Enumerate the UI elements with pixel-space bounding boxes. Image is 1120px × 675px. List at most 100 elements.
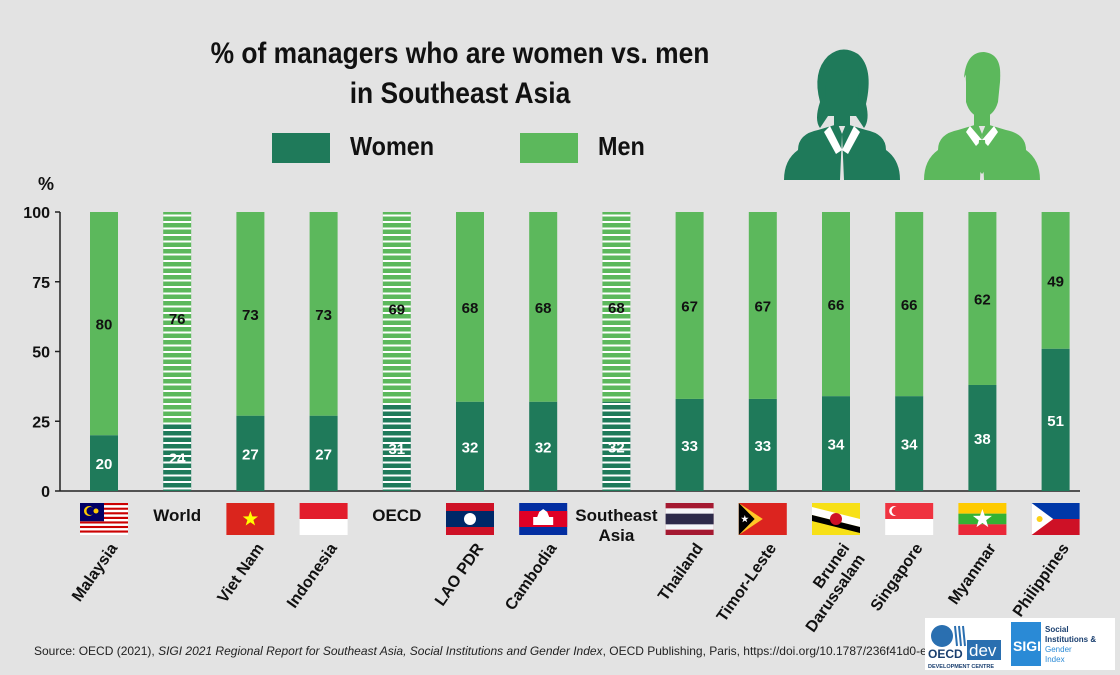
flag-icon	[519, 503, 568, 535]
bar-women	[90, 435, 118, 491]
legend-women-label: Women	[350, 131, 435, 161]
x-tick-label: World	[153, 506, 201, 525]
bar-men	[675, 212, 704, 399]
tie-icon	[977, 140, 987, 174]
bar-women	[748, 398, 777, 491]
bar-men	[895, 212, 924, 397]
flag-icon	[299, 503, 348, 535]
flag-icon	[958, 503, 1007, 535]
flag-icon	[80, 503, 128, 535]
data-label-men: 62	[974, 291, 991, 308]
data-label-men: 66	[901, 297, 918, 314]
bar-men	[748, 212, 777, 399]
data-label-women: 34	[828, 437, 845, 454]
x-tick-label: Timor-Leste	[714, 540, 780, 625]
x-tick-label-group: Cambodia	[502, 540, 560, 613]
source-prefix: Source: OECD (2021),	[34, 644, 159, 658]
x-tick-label: Asia	[598, 526, 634, 545]
data-label-men: 76	[169, 311, 186, 328]
manager-icons	[784, 49, 1040, 180]
title-line-2: in Southeast Asia	[349, 77, 571, 110]
title-line-1: % of managers who are women vs. men	[210, 37, 710, 70]
flag-icon	[1031, 503, 1080, 535]
data-label-women: 32	[608, 439, 625, 456]
oecd-logo-text: OECD	[928, 647, 963, 661]
x-tick-label: Thailand	[655, 541, 707, 605]
bar-men	[309, 212, 338, 416]
data-label-men: 49	[1047, 273, 1064, 290]
x-tick-label: Myanmar	[945, 541, 999, 608]
x-tick-label-group: Malaysia	[69, 540, 121, 604]
oecd-dev-sigi-logos: OECD dev DEVELOPMENT CENTRE SIGI Social …	[925, 618, 1115, 670]
sigi-line-1: Social	[1045, 625, 1069, 634]
bar-stripe-overlay	[163, 212, 192, 491]
data-label-women: 20	[96, 456, 113, 473]
dev-logo-text: dev	[969, 641, 997, 660]
x-tick-label: Philippines	[1010, 540, 1073, 620]
data-label-men: 67	[681, 298, 698, 315]
man-collar	[966, 126, 998, 146]
bar-women	[675, 398, 704, 491]
data-label-men: 73	[242, 307, 259, 324]
x-tick-label-group: Thailand	[655, 541, 707, 605]
source-title: SIGI 2021 Regional Report for Southeast …	[158, 644, 603, 658]
x-tick-label: OECD	[372, 506, 421, 525]
data-label-women: 32	[535, 439, 552, 456]
data-label-men: 69	[388, 301, 405, 318]
data-label-women: 34	[901, 437, 918, 454]
bar-men	[90, 212, 118, 436]
x-tick-label-group: Viet Nam	[215, 541, 268, 607]
data-label-women: 32	[462, 439, 479, 456]
bar-women	[529, 401, 558, 491]
x-tick-label: Indonesia	[284, 540, 341, 611]
x-tick-label: Viet Nam	[215, 541, 268, 607]
woman-manager-icon	[784, 49, 900, 180]
x-tick-label: Malaysia	[69, 540, 121, 604]
data-label-men: 80	[96, 317, 113, 334]
legend-men-label: Men	[598, 131, 645, 161]
y-tick-label: 100	[23, 205, 50, 222]
data-label-women: 24	[169, 451, 186, 468]
bar-men	[822, 212, 850, 397]
data-label-women: 33	[754, 438, 771, 455]
y-tick-label: 0	[41, 484, 50, 501]
data-label-women: 27	[315, 446, 332, 463]
dev-centre-text: DEVELOPMENT CENTRE	[928, 664, 994, 670]
data-label-men: 73	[315, 307, 332, 324]
data-label-men: 68	[462, 300, 479, 317]
bar-women	[968, 384, 997, 491]
y-axis-label: %	[38, 174, 54, 194]
legend-men-swatch	[520, 133, 578, 163]
x-tick-label-group: Singapore	[868, 540, 927, 614]
woman-collar	[824, 126, 860, 154]
y-tick-label: 75	[32, 275, 50, 292]
sigi-line-2: Institutions &	[1045, 635, 1096, 644]
flag-icon	[226, 503, 275, 535]
data-label-women: 31	[388, 441, 405, 458]
bar-women	[456, 401, 484, 491]
flag-icon	[665, 503, 714, 535]
data-label-men: 68	[608, 300, 625, 317]
bar-women	[822, 396, 850, 491]
flag-icon	[446, 503, 494, 535]
data-label-men: 68	[535, 300, 552, 317]
flag-icon	[885, 503, 934, 535]
x-tick-label: Southeast	[575, 506, 658, 525]
bar-stripe-overlay	[602, 212, 631, 491]
source-note: Source: OECD (2021), SIGI 2021 Regional …	[34, 644, 933, 658]
sigi-logo-text: SIGI	[1013, 638, 1041, 654]
x-tick-label: Cambodia	[502, 540, 560, 613]
sigi-line-3: Gender	[1045, 645, 1072, 654]
man-manager-icon	[924, 52, 1040, 180]
bar-women	[236, 415, 265, 491]
y-tick-label: 25	[32, 414, 50, 431]
x-tick-label-group: LAO PDR	[432, 540, 487, 609]
bar-stripe-overlay	[382, 212, 411, 491]
x-tick-label-group: Indonesia	[284, 540, 341, 611]
x-tick-label-group: Myanmar	[945, 541, 999, 608]
data-label-men: 66	[828, 297, 845, 314]
y-tick-label: 50	[32, 345, 50, 362]
chart-title: % of managers who are women vs. men in S…	[161, 34, 759, 114]
bar-men	[968, 212, 997, 385]
